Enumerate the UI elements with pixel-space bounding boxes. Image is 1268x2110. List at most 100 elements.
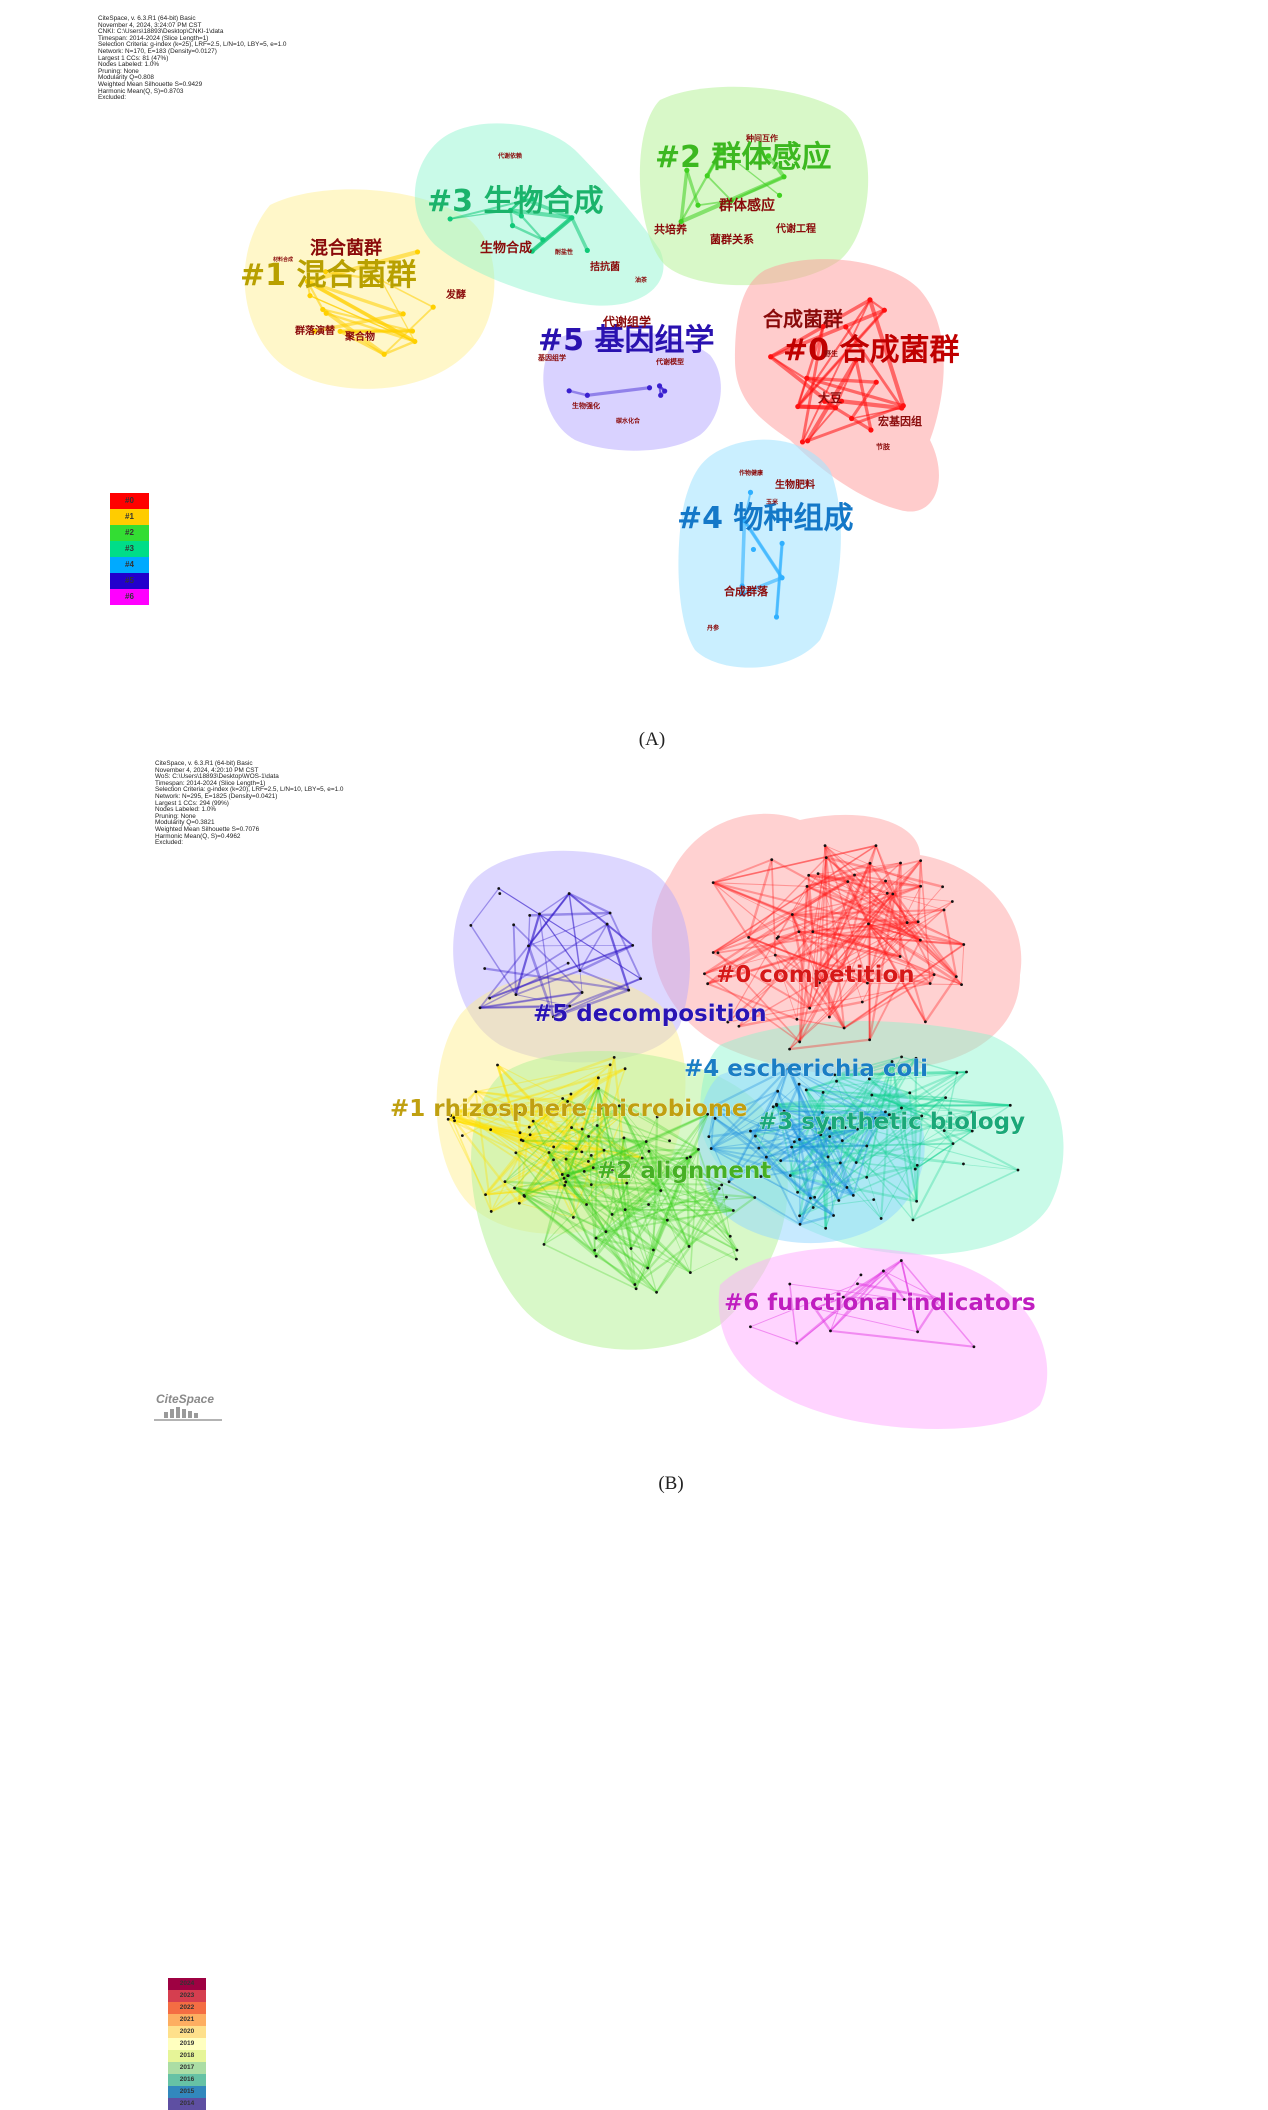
node	[846, 1186, 849, 1189]
node	[867, 297, 872, 302]
node	[606, 923, 609, 926]
cluster-label-c6: #6 functional indicators	[724, 1290, 1036, 1316]
node	[567, 1174, 570, 1177]
node-label: 油茶	[635, 276, 648, 284]
node	[514, 1151, 517, 1154]
node	[891, 893, 894, 896]
node	[867, 922, 870, 925]
node-label: 碳水化合	[616, 417, 641, 425]
node	[568, 892, 571, 895]
node	[320, 307, 325, 312]
node	[703, 972, 706, 975]
node	[567, 388, 572, 393]
node	[548, 1151, 551, 1154]
node	[523, 1194, 526, 1197]
node	[884, 880, 887, 883]
node	[860, 1274, 863, 1277]
node-label: 玉米	[766, 498, 778, 506]
node	[597, 1076, 600, 1079]
node	[587, 1135, 590, 1138]
node	[753, 1196, 756, 1199]
node	[729, 1235, 732, 1238]
node	[824, 1227, 827, 1230]
node	[488, 997, 491, 1000]
node	[869, 862, 872, 865]
node	[474, 1090, 477, 1093]
node	[307, 293, 312, 298]
node	[798, 1083, 801, 1086]
node	[666, 1219, 669, 1222]
node	[657, 383, 662, 388]
legend-swatch: 2015	[168, 2086, 206, 2098]
node	[856, 1282, 859, 1285]
node	[779, 1159, 782, 1162]
node	[646, 1267, 649, 1270]
node	[563, 1184, 566, 1187]
node	[585, 393, 590, 398]
node	[590, 1183, 593, 1186]
node	[668, 1139, 671, 1142]
node	[688, 1245, 691, 1248]
node	[770, 858, 773, 861]
node	[648, 1150, 651, 1153]
node	[839, 1162, 842, 1165]
node	[846, 880, 849, 883]
node-label: 耐盐性	[555, 248, 573, 256]
cluster-hulls-a	[245, 87, 944, 668]
node	[412, 339, 417, 344]
node-label: 生物强化	[572, 401, 600, 410]
node	[805, 438, 810, 443]
node	[504, 1180, 507, 1183]
node	[519, 1131, 522, 1134]
node	[908, 1091, 911, 1094]
node	[880, 1217, 883, 1220]
info-line: Harmonic Mean(Q, S)=0.8703	[98, 89, 286, 96]
node	[479, 1006, 482, 1009]
node	[822, 1091, 825, 1094]
cluster-color-legend: #0#1#2#3#4#5#6	[110, 493, 149, 605]
node	[882, 308, 887, 313]
node	[795, 404, 800, 409]
node	[843, 324, 848, 329]
node	[631, 944, 634, 947]
node	[496, 1064, 499, 1067]
node	[899, 955, 902, 958]
node	[497, 887, 500, 890]
node	[929, 982, 932, 985]
node	[865, 1176, 868, 1179]
legend-swatch: #5	[110, 573, 149, 589]
cluster-label-c0: #0 合成菌群	[783, 333, 959, 368]
legend-swatch: 2024	[168, 1978, 206, 1990]
info-line: Harmonic Mean(Q, S)=0.4962	[155, 834, 343, 841]
node-label: 群落演替	[295, 324, 336, 337]
node-label: 宏基因组	[878, 414, 922, 428]
legend-swatch: 2018	[168, 2050, 206, 2062]
node	[900, 1259, 903, 1262]
node	[754, 1135, 757, 1138]
node	[912, 1218, 915, 1221]
node-label: 发酵	[445, 288, 466, 301]
node	[868, 1038, 871, 1041]
node	[886, 892, 889, 895]
node	[749, 1325, 752, 1328]
node	[647, 1203, 650, 1206]
cluster-label-c2: #2 alignment	[597, 1158, 771, 1184]
node	[861, 1001, 864, 1004]
node	[809, 1197, 812, 1200]
node	[919, 859, 922, 862]
node	[697, 1148, 700, 1151]
node	[633, 1283, 636, 1286]
hull-c2	[640, 87, 868, 285]
cluster-label-c3: #3 synthetic biology	[758, 1109, 1025, 1135]
node	[797, 930, 800, 933]
node	[583, 1170, 586, 1173]
info-line: Excluded:	[98, 95, 286, 102]
node	[955, 975, 958, 978]
node	[567, 962, 570, 965]
node-label: 节肢	[876, 442, 891, 451]
node-label: 混合菌群	[310, 237, 382, 259]
node	[962, 943, 965, 946]
node	[962, 1163, 965, 1166]
node	[899, 405, 904, 410]
node	[919, 939, 922, 942]
